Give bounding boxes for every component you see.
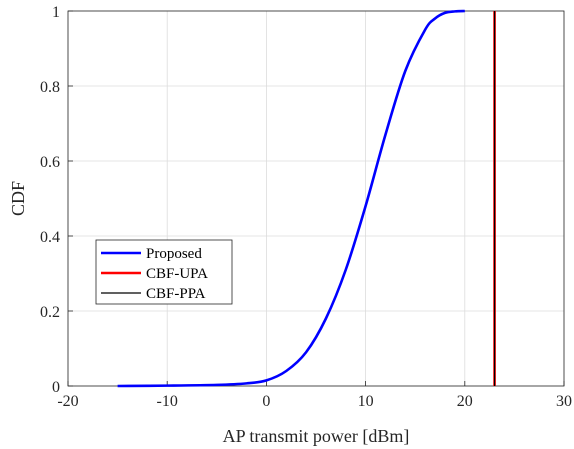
legend: Proposed CBF-UPA CBF-PPA (95, 239, 233, 305)
y-tick-label: 0.4 (40, 229, 60, 246)
series-line-proposed (117, 9, 465, 388)
y-tick-label: 0.6 (40, 154, 60, 171)
x-tick-label: -20 (57, 393, 78, 410)
y-tick-label: 0 (52, 379, 60, 396)
y-axis-label: CDF (8, 181, 28, 216)
y-tick-label: 0.2 (40, 304, 60, 321)
y-tick-label: 1 (52, 4, 60, 21)
x-axis-label: AP transmit power [dBm] (223, 426, 410, 446)
x-tick-label: -10 (157, 393, 178, 410)
series-lines (117, 9, 496, 388)
grid-lines (67, 10, 565, 387)
y-tick-label: 0.8 (40, 79, 60, 96)
legend-label: CBF-UPA (146, 266, 208, 282)
x-tick-label: 30 (556, 393, 572, 410)
plot-area (67, 10, 565, 387)
axis-ticks: -20 -10 0 10 20 30 0 0.2 0.4 0.6 0.8 1 (40, 4, 572, 410)
x-tick-label: 0 (262, 393, 270, 410)
x-tick-label: 10 (358, 393, 374, 410)
x-tick-label: 20 (457, 393, 473, 410)
legend-label: CBF-PPA (146, 286, 206, 302)
legend-label: Proposed (146, 246, 202, 262)
